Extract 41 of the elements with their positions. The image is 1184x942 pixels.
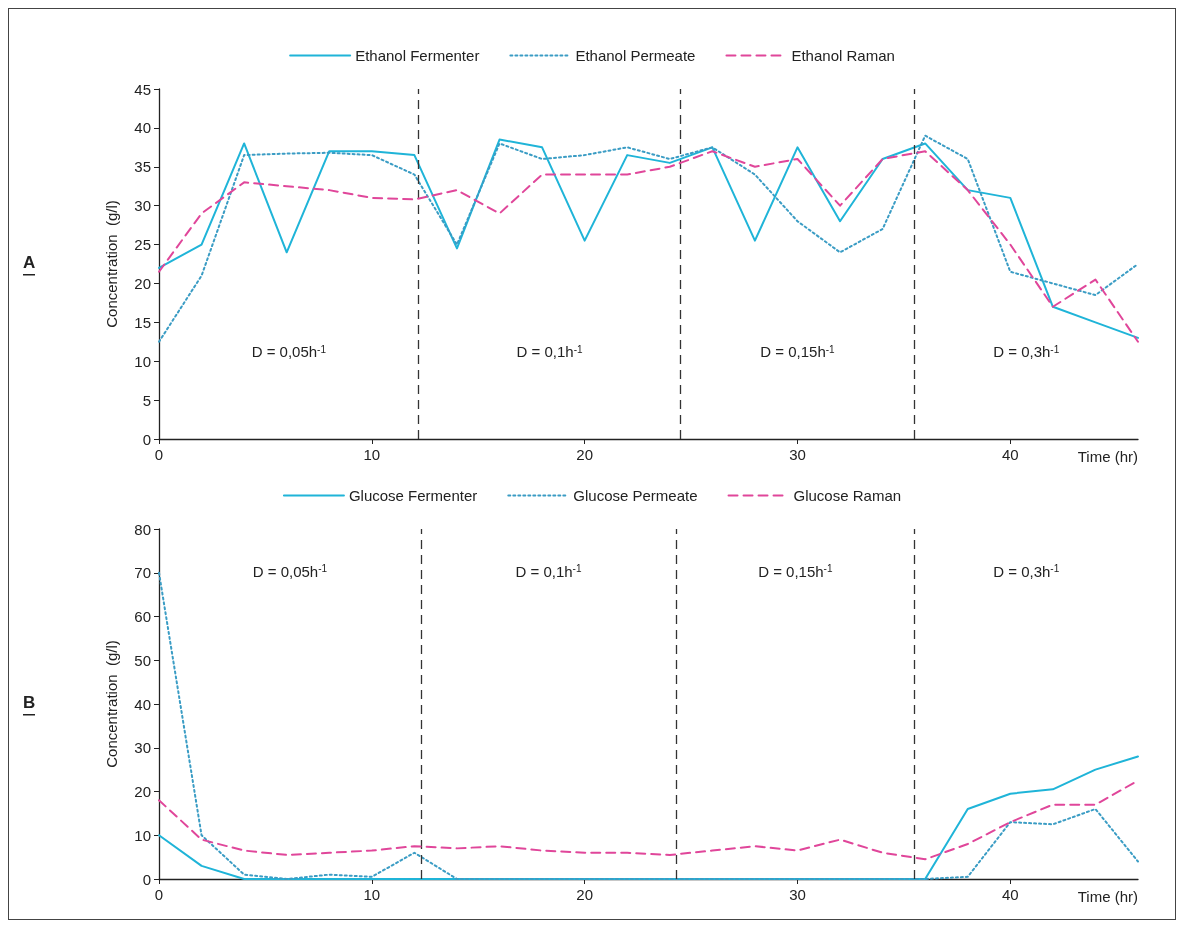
- y-tick-label: 35: [134, 158, 151, 176]
- x-tick-label: 30: [789, 886, 806, 903]
- x-tick-label: 20: [576, 446, 593, 463]
- legend-label: Ethanol Raman: [791, 47, 895, 64]
- x-tick-label: 0: [154, 886, 164, 903]
- x-tick-label: 40: [1001, 886, 1019, 903]
- x-tick-label: 0: [154, 446, 164, 463]
- y-tick-label: 45: [134, 80, 151, 98]
- y-tick-label: 20: [134, 274, 151, 292]
- y-tick-label: 5: [142, 391, 151, 409]
- y-tick-label: 50: [134, 651, 151, 669]
- y-axis-title: Concentration (g/l): [103, 200, 120, 328]
- y-tick-label: 30: [134, 739, 151, 757]
- y-tick-label: 80: [134, 520, 151, 538]
- legend-label: Glucose Fermenter: [348, 487, 478, 504]
- y-axis-title: Concentration (g/l): [103, 640, 120, 768]
- y-tick-label: 0: [142, 430, 151, 448]
- y-tick-label: 30: [134, 197, 151, 215]
- x-axis-title: Time (hr): [1077, 888, 1138, 905]
- legend-label: Glucose Raman: [793, 487, 902, 504]
- y-tick-label: 60: [134, 608, 151, 625]
- y-tick-label: 40: [134, 695, 151, 713]
- legend-label: Glucose Permeate: [573, 487, 698, 504]
- x-tick-label: 10: [363, 446, 381, 463]
- legend-label: Ethanol Fermenter: [355, 47, 480, 64]
- x-tick-label: 10: [363, 886, 381, 903]
- y-tick-label: 10: [134, 826, 151, 844]
- text: B: [23, 693, 36, 712]
- y-tick-label: 15: [134, 313, 151, 331]
- y-tick-label: 0: [142, 870, 151, 888]
- y-tick-label: 40: [134, 119, 151, 137]
- y-tick-label: 20: [134, 783, 151, 800]
- x-tick-label: 20: [576, 886, 593, 903]
- x-tick-label: 30: [789, 446, 806, 463]
- y-tick-label: 10: [134, 352, 151, 370]
- legend-label: Ethanol Permeate: [575, 47, 696, 64]
- text: A: [23, 253, 36, 272]
- x-axis-title: Time (hr): [1077, 448, 1138, 465]
- y-tick-label: 70: [134, 564, 151, 582]
- y-tick-label: 25: [134, 236, 151, 254]
- x-tick-label: 40: [1001, 446, 1019, 463]
